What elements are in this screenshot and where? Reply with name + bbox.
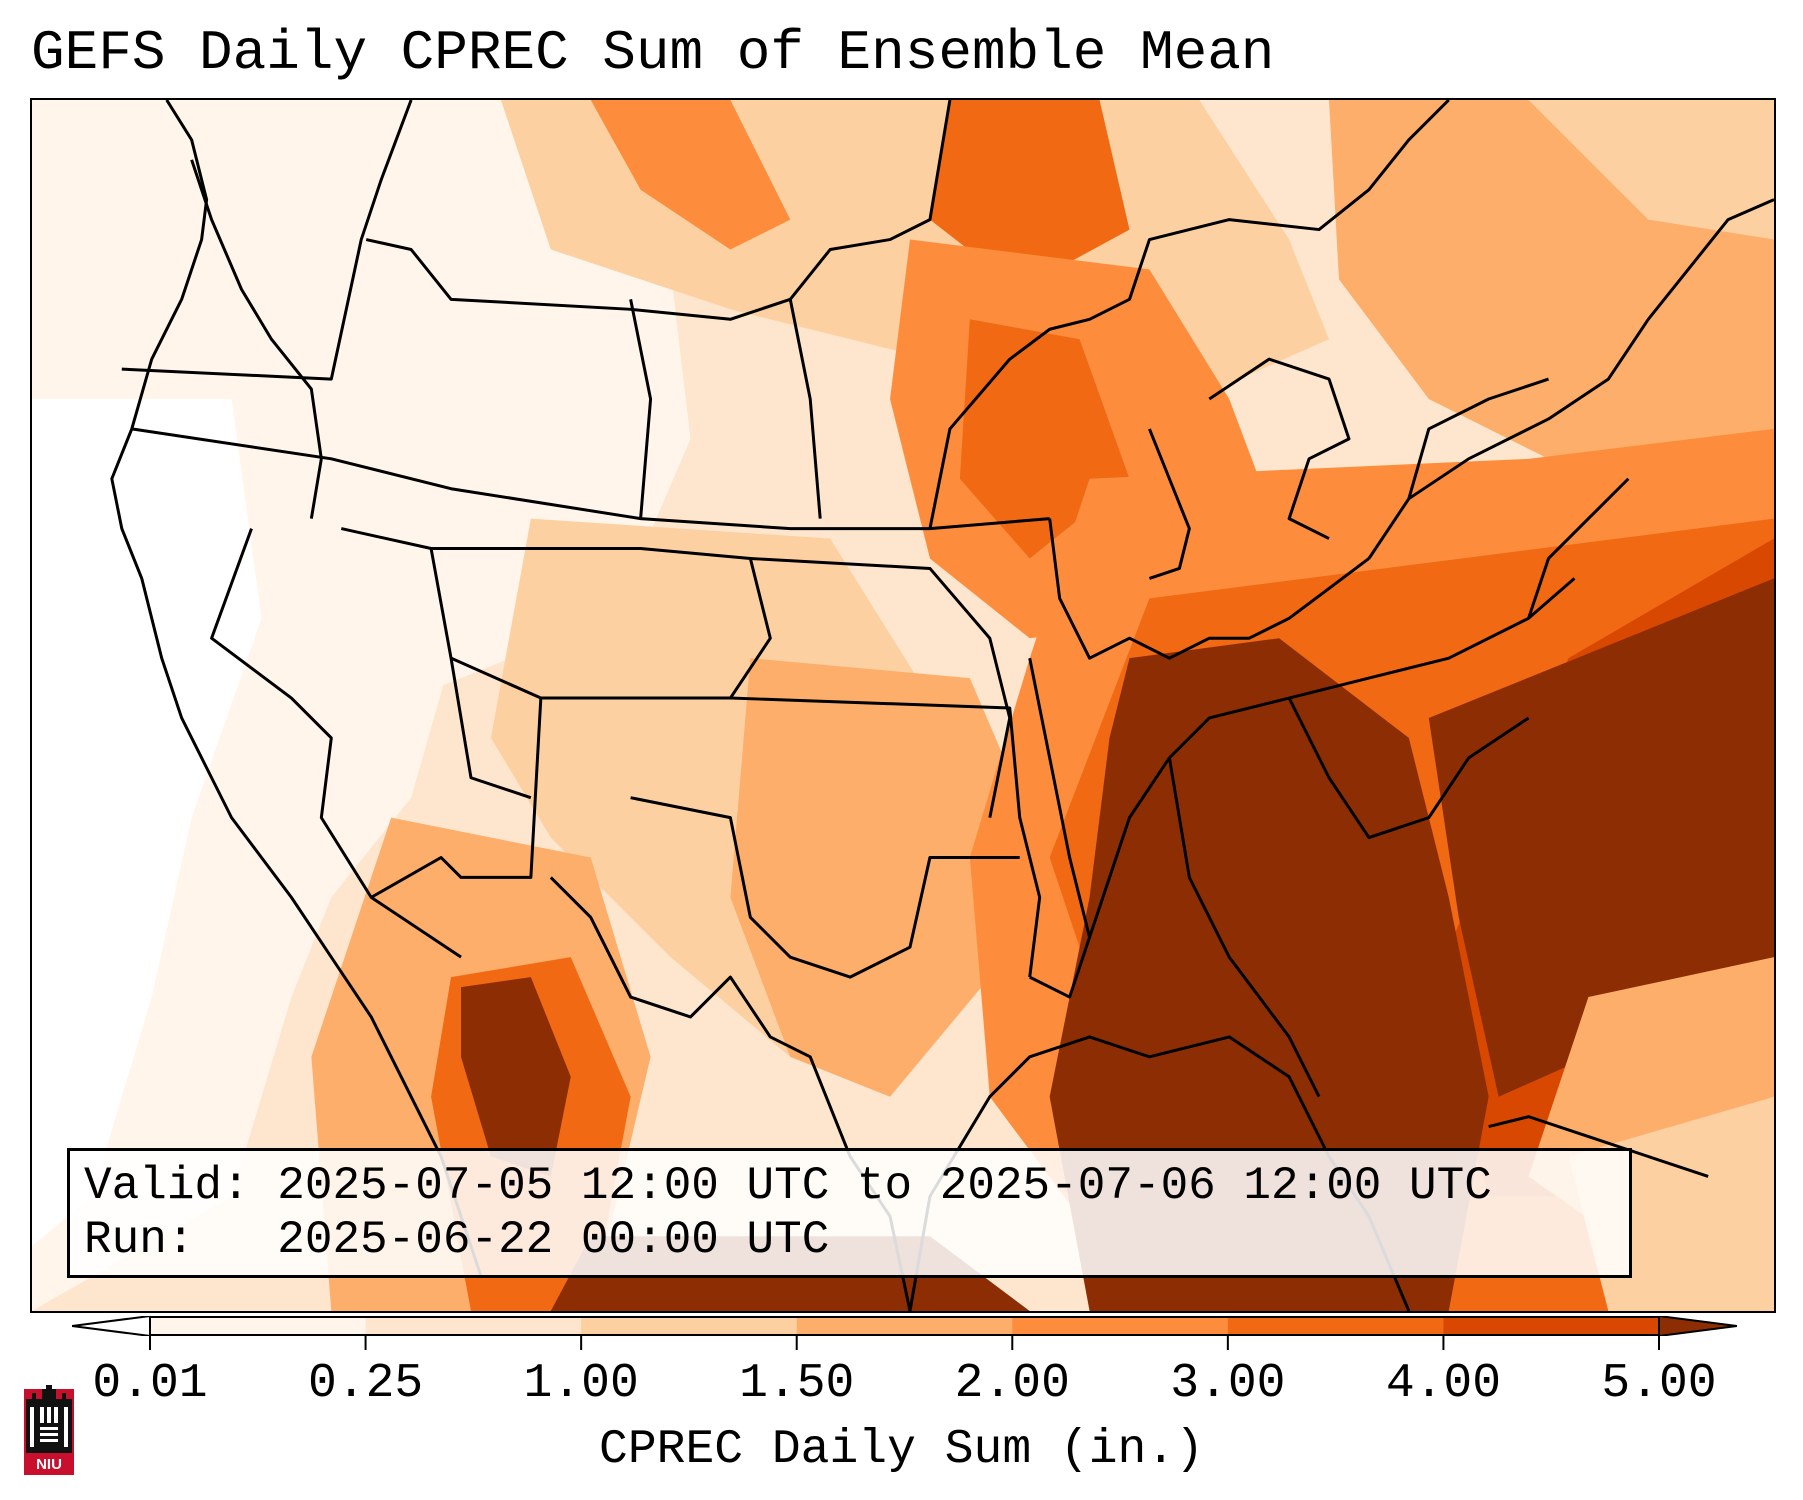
colorbar-tick-label: 4.00 (1385, 1357, 1502, 1411)
colorbar-segment (1012, 1317, 1229, 1335)
colorbar-tick-label: 0.01 (92, 1357, 208, 1411)
colorbar-tick-label: 1.50 (739, 1357, 855, 1411)
colorbar-segment (365, 1317, 582, 1335)
precip-fill-layer (32, 100, 1774, 1311)
map-panel (30, 98, 1776, 1313)
colorbar-tick-label: 2.00 (954, 1357, 1070, 1411)
logo-text: NIU (36, 1456, 62, 1473)
colorbar-tick-label: 5.00 (1601, 1357, 1717, 1411)
run-time-text: Run: 2025-06-22 00:00 UTC (84, 1214, 830, 1266)
colorbar-under-triangle (72, 1316, 151, 1336)
colorbar-label: CPREC Daily Sum (in.) (599, 1423, 1204, 1477)
colorbar-segment (581, 1317, 798, 1335)
colorbar-tick-label: 3.00 (1170, 1357, 1286, 1411)
colorbar-outline (149, 1316, 1660, 1336)
colorbar-tick-label: 1.00 (523, 1357, 639, 1411)
colorbar-over-triangle (1658, 1316, 1737, 1336)
colorbar-segment (150, 1317, 367, 1335)
valid-time-text: Valid: 2025-07-05 12:00 UTC to 2025-07-0… (84, 1160, 1492, 1212)
colorbar-segment (1227, 1317, 1444, 1335)
state-boundaries-layer (110, 100, 1774, 1311)
precip-map (32, 100, 1774, 1311)
page-title: GEFS Daily CPREC Sum of Ensemble Mean (31, 21, 1275, 85)
valid-run-info-box: Valid: 2025-07-05 12:00 UTC to 2025-07-0… (67, 1148, 1632, 1278)
colorbar-segment (1443, 1317, 1660, 1335)
colorbar-segment (796, 1317, 1013, 1335)
niu-castle-logo-icon: NIU (24, 1385, 74, 1475)
colorbar-tick-label: 0.25 (307, 1357, 424, 1411)
colorbar (72, 1316, 1737, 1336)
colorbar-tick-marks (149, 1336, 1660, 1350)
